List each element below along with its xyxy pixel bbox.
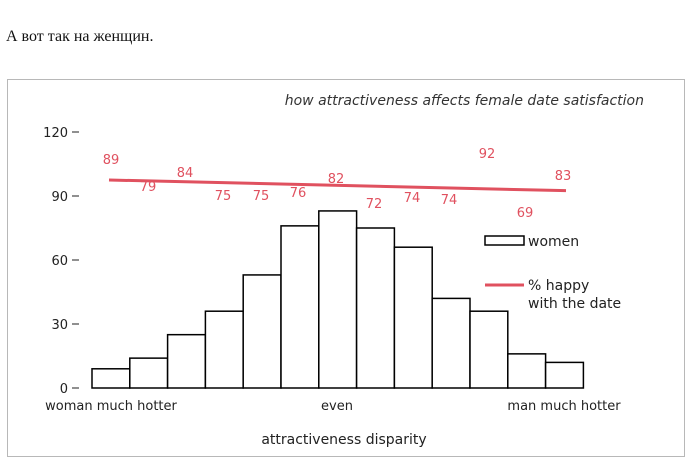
legend-women-swatch — [484, 235, 525, 246]
x-axis-label: attractiveness disparity — [261, 432, 426, 448]
point-labels: 89 79 84 75 75 76 82 72 74 74 92 69 83 — [103, 147, 572, 221]
legend-women-label: women — [528, 234, 579, 250]
point-value-label: 83 — [555, 169, 572, 184]
point-value-label: 72 — [366, 197, 383, 212]
point-value-label: 74 — [404, 191, 421, 206]
histogram-bar — [204, 310, 244, 389]
y-tick-label: 30 — [51, 318, 68, 333]
y-tick-label: 0 — [60, 382, 68, 397]
histogram-bar — [318, 210, 358, 389]
legend-happy-label: % happy with the date — [528, 278, 621, 312]
chart-title: how attractiveness affects female date s… — [285, 93, 644, 109]
chart-panel: how attractiveness affects female date s… — [7, 79, 685, 457]
point-value-label: 69 — [517, 206, 534, 221]
point-value-label: 79 — [140, 180, 157, 195]
histogram-bar — [469, 310, 509, 389]
x-tick-left: woman much hotter — [45, 399, 177, 414]
point-value-label: 92 — [479, 147, 496, 162]
y-tick-label: 60 — [51, 254, 68, 269]
point-value-label: 75 — [215, 189, 232, 204]
point-value-label: 74 — [441, 193, 458, 208]
histogram-bar — [431, 297, 471, 389]
x-tick-right: man much hotter — [507, 399, 621, 414]
histogram-bar — [242, 274, 282, 389]
x-tick-center: even — [321, 399, 353, 414]
histogram-bar — [544, 361, 585, 389]
post-caption: А вот так на женщин. — [6, 28, 154, 45]
y-tick-label: 90 — [51, 190, 68, 205]
histogram-bar — [355, 227, 396, 389]
histogram-bar — [91, 368, 131, 389]
y-tick-label: 120 — [43, 126, 68, 141]
histogram-bar — [393, 246, 433, 389]
point-value-label: 84 — [177, 166, 194, 181]
histogram-bar — [166, 333, 207, 389]
legend: women % happy with the date — [484, 234, 621, 312]
point-value-label: 75 — [253, 189, 270, 204]
point-value-label: 89 — [103, 153, 120, 168]
histogram-bar — [507, 353, 547, 389]
y-axis: 0 30 60 90 120 — [43, 126, 79, 397]
histogram-chart: how attractiveness affects female date s… — [43, 93, 644, 448]
histogram-bar — [280, 225, 320, 389]
trend-line-group — [108, 178, 567, 193]
happy-trend-line — [108, 178, 567, 193]
histogram-bar — [129, 357, 169, 389]
bars — [91, 210, 585, 389]
point-value-label: 76 — [290, 186, 307, 201]
point-value-label: 82 — [328, 172, 345, 187]
